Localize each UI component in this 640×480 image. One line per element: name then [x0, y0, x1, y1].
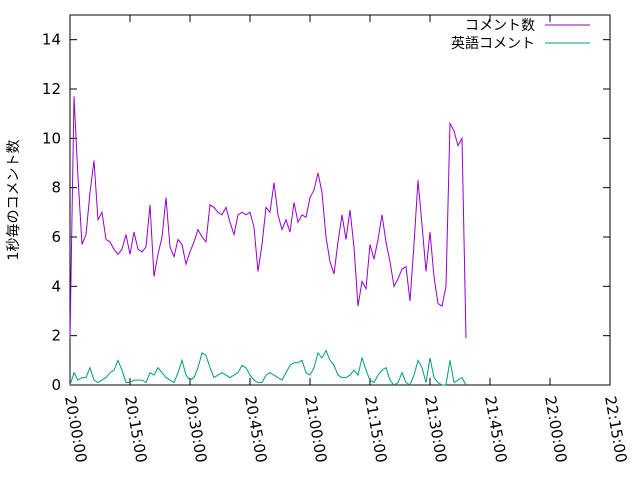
- x-tick-label: 20:00:00: [61, 395, 90, 464]
- x-tick-label: 21:15:00: [361, 395, 390, 464]
- x-tick-label: 21:30:00: [421, 395, 450, 464]
- y-tick-label: 8: [51, 179, 61, 197]
- legend-label-2: 英語コメント: [451, 35, 535, 52]
- plot-border: [69, 14, 611, 386]
- y-tick-label: 2: [51, 327, 61, 345]
- x-tick-label: 21:00:00: [301, 395, 330, 464]
- y-tick-label: 0: [51, 376, 61, 394]
- x-tick-label: 22:15:00: [601, 395, 630, 464]
- y-tick-label: 12: [42, 80, 61, 98]
- y-axis-label: 1秒毎のコメント数: [6, 140, 22, 261]
- y-tick-label: 6: [51, 228, 61, 246]
- y-tick-label: 14: [42, 31, 61, 49]
- x-tick-label: 21:45:00: [481, 395, 510, 464]
- x-tick-label: 20:15:00: [121, 395, 150, 464]
- series-layer: [69, 96, 467, 386]
- series-line-2: [69, 349, 467, 386]
- x-tick-label: 22:00:00: [541, 395, 570, 464]
- y-axis: 0 2 4 6 8 10 12 14: [42, 31, 610, 394]
- plot-frame: [69, 14, 611, 386]
- x-tick-label: 20:30:00: [181, 395, 210, 464]
- y-tick-label: 4: [51, 277, 61, 295]
- legend-label-1: コメント数: [465, 18, 535, 34]
- x-tick-label: 20:45:00: [241, 395, 270, 464]
- y-tick-label: 10: [42, 129, 61, 147]
- series-line-1: [69, 96, 467, 339]
